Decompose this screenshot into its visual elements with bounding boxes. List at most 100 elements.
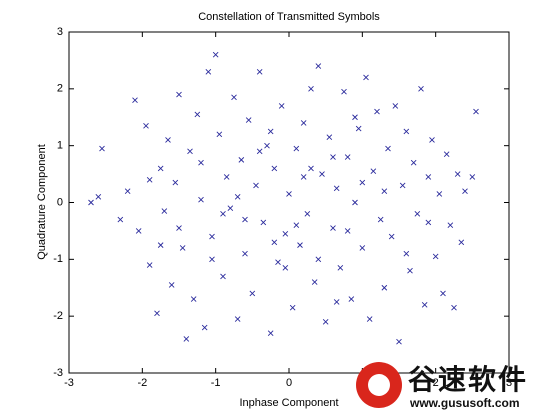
point xyxy=(201,324,208,331)
point xyxy=(458,239,465,246)
point xyxy=(256,148,263,155)
y-axis-label: Quadrature Component xyxy=(36,144,48,260)
point xyxy=(95,193,102,200)
point xyxy=(209,233,215,240)
point xyxy=(344,154,351,160)
point xyxy=(381,284,388,291)
point xyxy=(333,299,340,305)
point xyxy=(165,137,171,143)
point xyxy=(319,171,325,177)
point xyxy=(198,159,204,166)
point xyxy=(370,168,377,175)
y-tick-label: 0 xyxy=(57,196,63,208)
point xyxy=(286,191,292,197)
point xyxy=(253,182,259,189)
point xyxy=(249,290,256,297)
point xyxy=(220,273,226,280)
point xyxy=(271,239,278,246)
point xyxy=(260,219,267,226)
chart-title: Constellation of Transmitted Symbols xyxy=(198,11,380,23)
point xyxy=(146,262,153,268)
point xyxy=(473,108,479,115)
point xyxy=(227,205,234,212)
point xyxy=(447,222,454,229)
point xyxy=(425,174,432,180)
point xyxy=(341,88,347,95)
point xyxy=(231,94,237,101)
watermark-name: 谷速软件 xyxy=(408,364,529,395)
point xyxy=(161,208,168,214)
point xyxy=(282,265,289,271)
point xyxy=(421,301,428,308)
plot-frame xyxy=(68,31,510,374)
point xyxy=(124,188,131,194)
point xyxy=(275,259,281,265)
point xyxy=(418,86,424,92)
y-tick-label: -2 xyxy=(53,310,63,322)
point xyxy=(330,154,336,160)
point xyxy=(315,256,322,263)
x-tick-label: -3 xyxy=(64,377,74,389)
point xyxy=(403,250,410,257)
point xyxy=(242,216,248,223)
point xyxy=(209,256,215,263)
x-tick-label: -2 xyxy=(137,377,147,389)
point xyxy=(344,228,351,234)
point xyxy=(154,310,160,317)
x-tick-label: 3 xyxy=(506,377,512,389)
point xyxy=(234,193,241,200)
point xyxy=(264,142,270,149)
point xyxy=(469,174,476,180)
point xyxy=(333,185,340,192)
point xyxy=(135,228,142,234)
point xyxy=(212,51,219,58)
point xyxy=(190,296,197,302)
point xyxy=(176,91,182,98)
point xyxy=(172,179,179,186)
watermark-url: www.gususoft.com xyxy=(410,396,520,410)
point xyxy=(392,103,399,109)
y-tick-label: 2 xyxy=(57,83,63,95)
point xyxy=(311,279,318,285)
point xyxy=(143,122,149,129)
point xyxy=(176,225,182,231)
point xyxy=(326,134,333,140)
point xyxy=(238,157,245,163)
point xyxy=(289,304,296,311)
point xyxy=(352,114,358,121)
point xyxy=(410,159,417,166)
point xyxy=(388,233,395,240)
x-tick-label: 2 xyxy=(433,377,439,389)
point xyxy=(267,128,274,135)
point xyxy=(256,68,263,75)
point xyxy=(179,245,186,251)
point xyxy=(271,165,278,172)
point xyxy=(282,230,289,237)
point xyxy=(432,253,439,260)
point xyxy=(337,265,344,271)
point xyxy=(300,174,307,180)
point xyxy=(436,191,443,197)
y-tick-label: -1 xyxy=(53,253,63,265)
point xyxy=(352,199,358,206)
y-tick-label: 1 xyxy=(57,140,63,152)
point xyxy=(366,316,373,322)
point xyxy=(403,128,410,135)
point xyxy=(183,336,190,342)
point xyxy=(429,137,435,143)
point xyxy=(414,211,421,217)
point xyxy=(223,174,230,180)
point xyxy=(462,188,468,194)
point xyxy=(205,68,212,75)
point xyxy=(216,131,223,138)
point xyxy=(198,196,204,203)
point xyxy=(440,290,446,297)
point xyxy=(168,282,175,288)
point xyxy=(451,304,457,311)
x-tick-label: 0 xyxy=(286,377,292,389)
point xyxy=(374,108,380,115)
point xyxy=(355,125,362,132)
point xyxy=(396,338,402,345)
